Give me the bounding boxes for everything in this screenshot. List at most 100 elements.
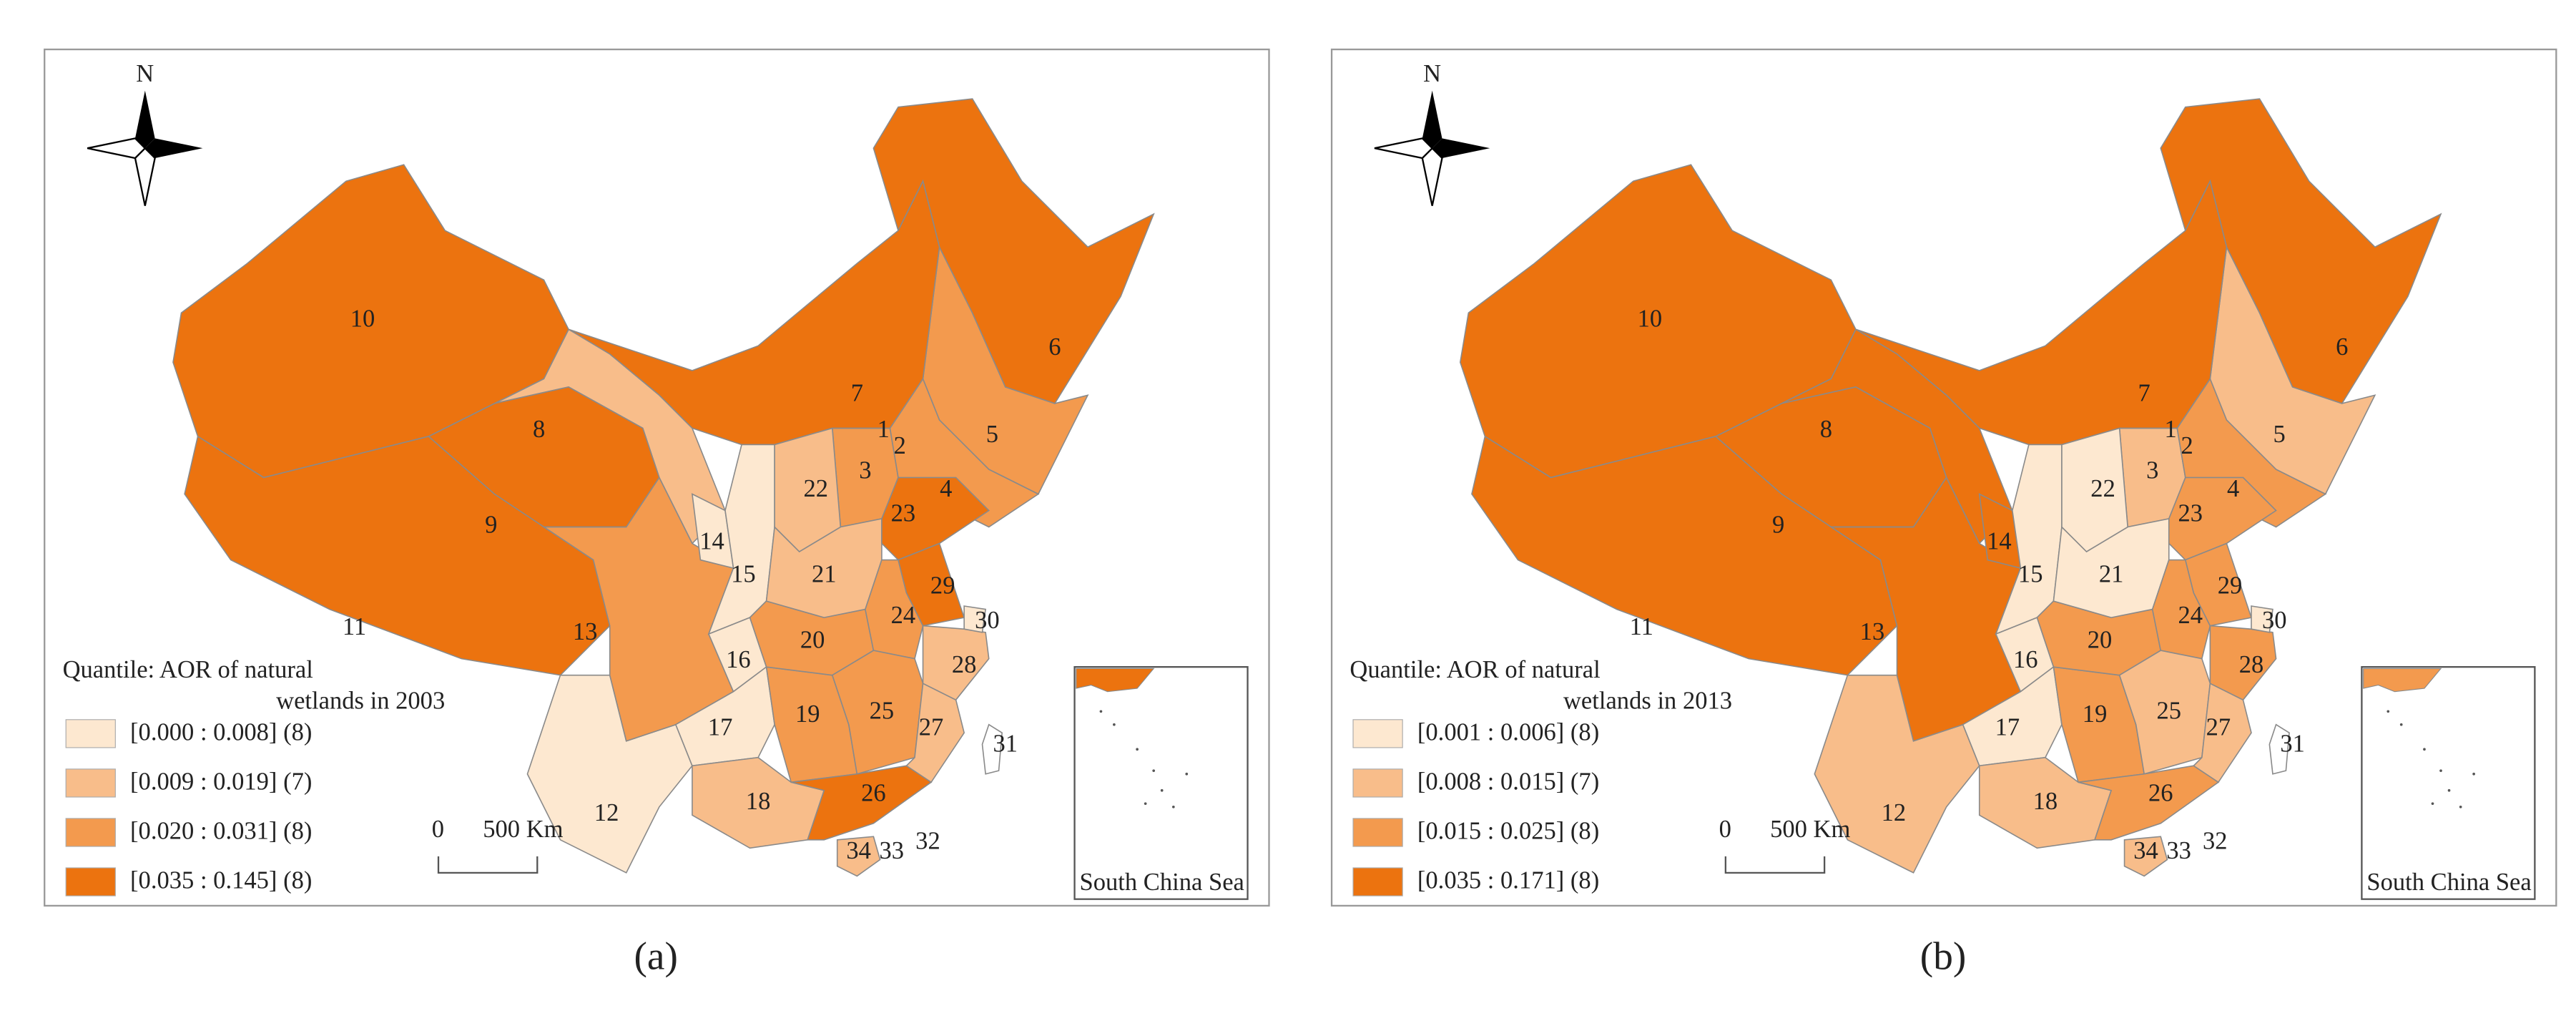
province-label: 11 [343,613,366,640]
legend-title: wetlands in 2013 [1563,688,1732,715]
map-panel: 1234567891011121314151617181920212223242… [1330,48,2557,978]
legend-swatch [1352,768,1403,798]
legend-swatch [1352,818,1403,847]
province-label: 34 [846,837,871,864]
legend-swatch [65,867,116,897]
province-label: 20 [800,627,825,654]
province [2160,98,2442,404]
province-label: 30 [2262,607,2287,634]
province-label: 2 [894,432,906,459]
province-label: 18 [2033,788,2058,815]
province-label: 6 [1048,333,1061,361]
compass [134,90,155,149]
province-label: 9 [1772,511,1784,538]
scale-label: 500 Km [483,816,563,843]
province [2168,477,2277,561]
inset-land [2363,668,2442,693]
legend-swatch [1352,867,1403,897]
compass [87,137,147,160]
province-label: 4 [940,475,952,502]
province-label: 24 [891,602,916,629]
province-label: 24 [2178,602,2203,629]
inset-label: South China Sea [1080,869,1244,896]
map-panel: 1234567891011121314151617181920212223242… [44,48,1270,978]
province-label: 13 [1860,618,1885,645]
inset-island [2399,723,2403,726]
province-label: 19 [2083,700,2108,728]
province [774,427,842,553]
north-label: N [1423,60,1441,87]
province-label: 26 [2148,780,2173,807]
province-label: 23 [2178,499,2203,527]
province-label: 18 [746,788,771,815]
inset-island [2386,710,2390,713]
province [981,723,1003,775]
province [2061,427,2129,553]
inset-island [1171,805,1175,809]
province-label: 17 [708,714,733,741]
legend-title: wetlands in 2003 [276,688,445,715]
province [963,605,987,633]
inset-island [2447,788,2451,792]
legend-swatch [65,719,116,748]
inset-island [1185,772,1189,776]
province-label: 7 [851,379,863,406]
panel-caption: (a) [634,934,678,978]
province-label: 11 [1630,613,1653,640]
province-label: 29 [930,572,955,600]
province-label: 12 [1882,799,1907,826]
province-label: 16 [726,646,751,673]
province-label: 31 [993,731,1018,758]
inset-frame [2361,666,2536,900]
inset-island [2431,802,2434,806]
province-label: 1 [877,416,890,443]
legend-title: Quantile: AOR of natural [1350,656,1600,683]
province-label: 28 [952,651,977,678]
legend-label: [0.015 : 0.025] (8) [1417,818,1599,845]
legend-label: [0.035 : 0.145] (8) [130,867,312,894]
compass [1432,138,1490,158]
inset-island [2459,805,2462,809]
province [2268,723,2290,775]
province-label: 6 [2336,333,2348,361]
province-label: 30 [975,607,1000,634]
province-label: 33 [2166,837,2191,864]
province-label: 25 [870,698,895,725]
panel-frame [44,48,1270,907]
province-label: 10 [350,306,375,333]
inset-island [1144,802,1147,806]
province [790,765,933,841]
legend-label: [0.020 : 0.031] (8) [130,818,312,845]
province [872,98,1155,404]
province-label: 32 [2203,827,2228,854]
province-label: 9 [485,511,497,538]
province-label: 21 [812,561,837,588]
province-label: 33 [879,837,904,864]
legend-label: [0.000 : 0.008] (8) [130,718,312,746]
legend-title: Quantile: AOR of natural [63,656,313,683]
province-label: 3 [2146,456,2158,484]
province-label: 3 [859,456,871,484]
inset-land [1076,668,1155,693]
province-label: 12 [594,799,619,826]
inset-island [2423,748,2426,751]
inset-island [1113,723,1116,726]
province-label: 16 [2013,646,2038,673]
compass [1421,147,1443,206]
legend-swatch [65,818,116,847]
legend-label: [0.001 : 0.006] (8) [1417,718,1599,746]
province-label: 8 [1820,416,1832,443]
province-label: 22 [2090,475,2115,502]
inset-island [1136,748,1139,751]
scale-label: 500 Km [1770,816,1850,843]
north-label: N [136,60,154,87]
province-label: 7 [2138,379,2150,406]
compass [1422,90,1442,149]
province-label: 4 [2227,475,2239,502]
province-label: 32 [915,827,940,854]
province-label: 22 [803,475,828,502]
inset-label: South China Sea [2366,869,2531,896]
legend-swatch [1352,719,1403,748]
